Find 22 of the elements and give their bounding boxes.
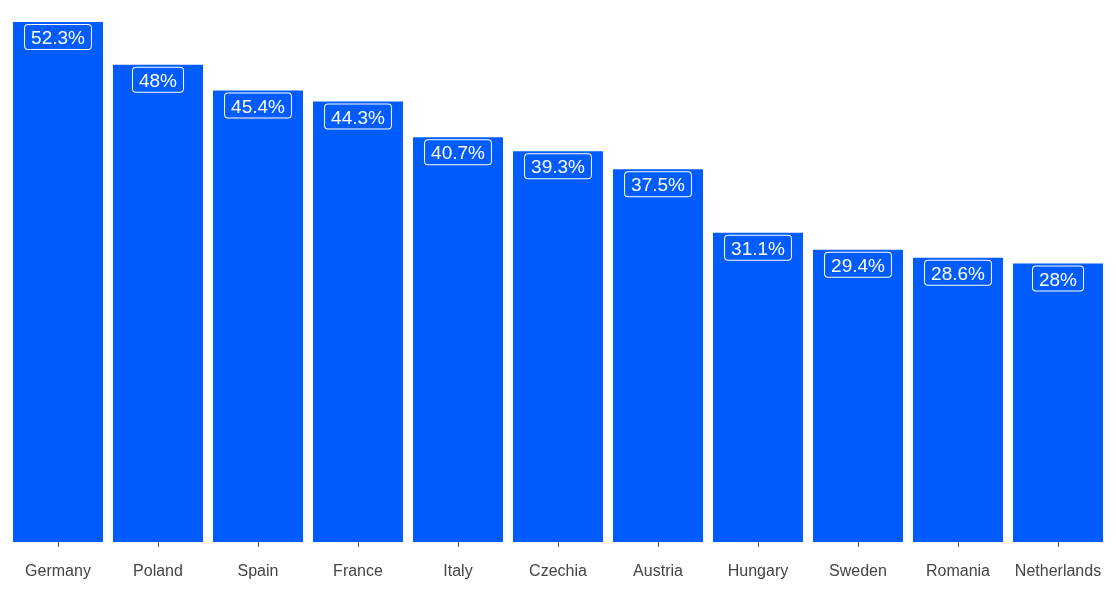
x-tick-label: Austria [633,561,683,579]
data-label: 28.6% [931,262,986,284]
data-label: 37.5% [631,174,686,196]
data-label: 31.1% [731,237,786,259]
x-tick-label: Poland [133,561,183,579]
x-tick-label: Romania [925,561,991,579]
x-tick-label: Sweden [829,561,887,579]
x-tick-label: Czechia [529,561,587,579]
data-label: 28% [1038,268,1078,290]
x-tick-label: Germany [25,561,91,579]
data-label: 45.4% [231,95,286,117]
data-label: 39.3% [531,156,586,178]
x-tick-label: Italy [443,561,473,579]
data-label: 52.3% [31,27,86,48]
x-tick-label: France [333,561,383,579]
data-label: 40.7% [431,142,486,164]
data-label: 44.3% [331,106,386,128]
data-label: 48% [138,69,178,91]
x-tick-label: Spain [237,561,279,579]
data-label: 29.4% [831,254,886,276]
x-tick-label: Netherlands [1014,561,1102,579]
x-tick-label: Hungary [727,561,789,579]
